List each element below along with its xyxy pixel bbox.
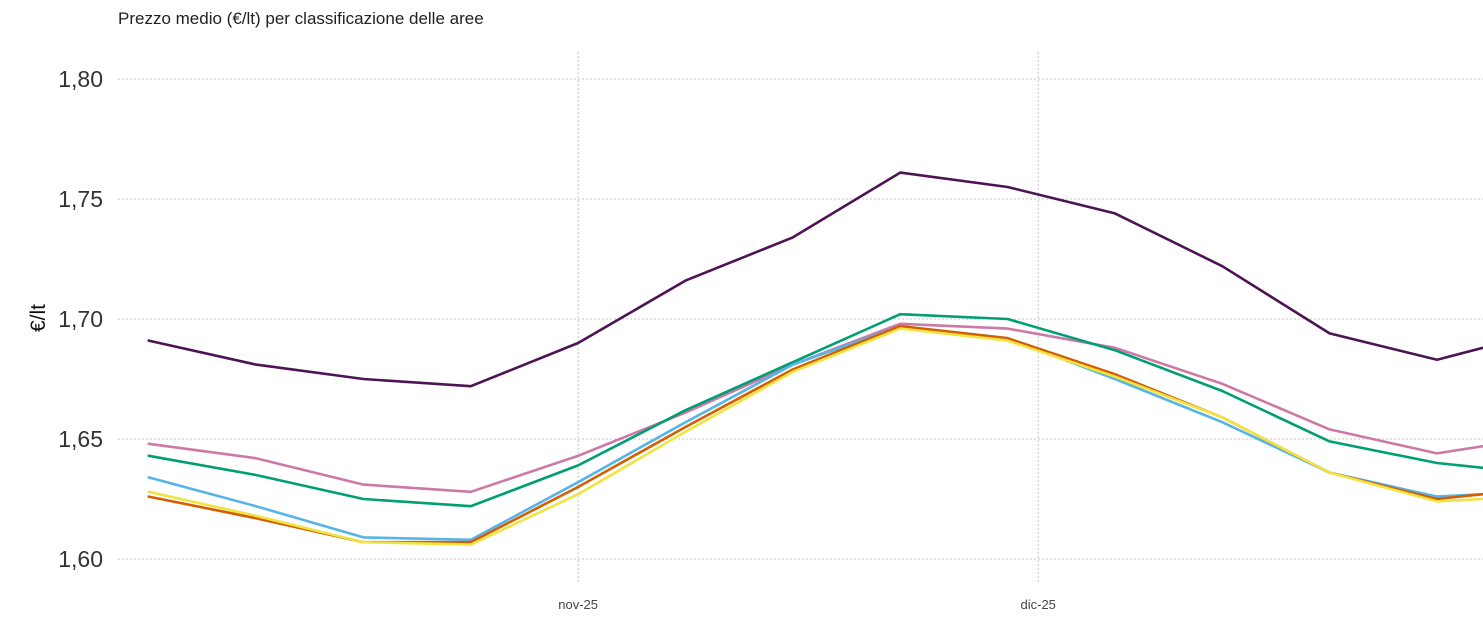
series-line-6: [147, 327, 1483, 546]
series-line-3: [147, 312, 1483, 508]
y-tick-label: 1,60: [58, 546, 103, 572]
series-line-2: [147, 322, 1483, 494]
y-tick-label: 1,65: [58, 426, 103, 452]
x-tick-labels: nov-25 dic-25: [558, 597, 1056, 612]
series-lines: [147, 171, 1483, 546]
y-tick-label: 1,75: [58, 186, 103, 212]
y-tick-label: 1,70: [58, 306, 103, 332]
y-axis-label: €/lt: [27, 304, 50, 332]
y-tick-labels: 1,60 1,65 1,70 1,75 1,80: [58, 66, 103, 572]
x-tick-label: nov-25: [558, 597, 598, 612]
grid-lines: [118, 52, 1483, 583]
series-line-4: [147, 324, 1483, 542]
series-line-1: [147, 171, 1483, 388]
series-line-5: [147, 324, 1483, 544]
chart-title: Prezzo medio (€/lt) per classificazione …: [118, 9, 484, 28]
x-tick-label: dic-25: [1021, 597, 1056, 612]
y-tick-label: 1,80: [58, 66, 103, 92]
